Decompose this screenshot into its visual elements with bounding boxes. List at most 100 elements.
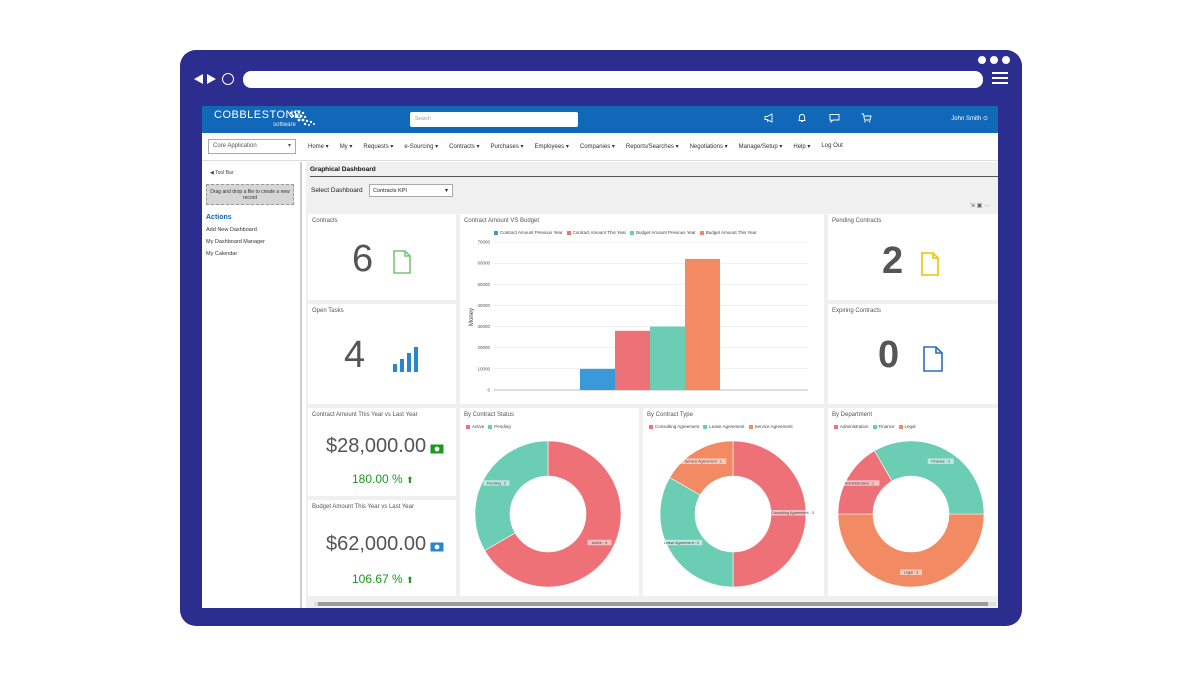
menu-item[interactable]: Home ▾ bbox=[308, 144, 329, 150]
user-menu[interactable]: John Smith ⊙ bbox=[951, 115, 988, 122]
slice-label-bg bbox=[927, 458, 954, 464]
card-title: Contract Amount VS Budget bbox=[464, 218, 540, 224]
card-title: By Contract Type bbox=[647, 412, 693, 418]
forward-arrow-icon[interactable] bbox=[207, 74, 216, 84]
kpi-budget-amount[interactable]: Budget Amount This Year vs Last Year $62… bbox=[308, 500, 456, 596]
top-header: COBBLESTONE software Search bbox=[202, 106, 998, 133]
application-select[interactable]: Core Application bbox=[208, 139, 296, 154]
menu-item[interactable]: Reports/Searches ▾ bbox=[625, 144, 679, 150]
kpi-expiring-contracts[interactable]: Expiring Contracts 0 bbox=[828, 304, 998, 404]
actions-list: Add New Dashboard My Dashboard Manager My … bbox=[202, 227, 300, 257]
donut-slice bbox=[659, 477, 734, 588]
chart-contract-vs-budget[interactable]: Contract Amount VS Budget Contract Amoun… bbox=[460, 214, 824, 404]
legend-swatch bbox=[494, 230, 498, 235]
menu-item[interactable]: Purchases ▾ bbox=[490, 144, 524, 150]
bell-icon[interactable] bbox=[797, 113, 807, 126]
legend-label: Budget Amount This Year bbox=[705, 230, 757, 235]
legend-swatch bbox=[748, 424, 753, 429]
donut-slice bbox=[732, 440, 807, 588]
legend-label: Finance bbox=[878, 424, 895, 429]
slice-label: Legal : 3 bbox=[904, 571, 919, 575]
up-arrow-icon: ⬆ bbox=[406, 575, 414, 585]
y-axis-label: Money bbox=[469, 308, 475, 326]
percent-change: 106.67 % ⬆ bbox=[352, 572, 414, 586]
chat-icon[interactable] bbox=[829, 113, 840, 126]
action-link[interactable]: My Dashboard Manager bbox=[206, 239, 266, 245]
legend-label: Service Agreement bbox=[754, 424, 793, 429]
horizontal-scrollbar[interactable] bbox=[314, 602, 996, 606]
action-link[interactable]: Add New Dashboard bbox=[206, 227, 257, 233]
kpi-pending-contracts[interactable]: Pending Contracts 2 bbox=[828, 214, 998, 300]
slice-label: Administration : 1 bbox=[845, 481, 874, 485]
legend-item: Finance bbox=[869, 424, 895, 429]
hamburger-menu-icon[interactable] bbox=[992, 72, 1008, 87]
cart-icon[interactable] bbox=[861, 113, 872, 126]
megaphone-icon[interactable] bbox=[764, 113, 775, 126]
slice-label-bg bbox=[587, 539, 612, 546]
scrollbar-thumb[interactable] bbox=[318, 602, 988, 606]
menu-item[interactable]: Log Out bbox=[821, 143, 843, 149]
menu-item[interactable]: Employees ▾ bbox=[534, 144, 569, 150]
slice-label-bg bbox=[766, 510, 819, 516]
legend-label: Pending bbox=[494, 424, 511, 429]
dashboard-tools[interactable]: ⇲ ▣ ··· bbox=[969, 203, 990, 209]
bar bbox=[650, 326, 685, 390]
menu-item[interactable]: Manage/Setup ▾ bbox=[738, 144, 783, 150]
legend-label: Administration bbox=[840, 424, 869, 429]
donut-slice bbox=[837, 513, 985, 588]
card-title: Expiring Contracts bbox=[832, 308, 882, 314]
search-input[interactable]: Search bbox=[410, 112, 578, 127]
action-link[interactable]: My Calendar bbox=[206, 251, 238, 257]
menu-bar: Core Application Home ▾ My ▾ Requests ▾ e-S… bbox=[202, 133, 998, 161]
back-arrow-icon[interactable] bbox=[194, 74, 203, 84]
address-bar[interactable] bbox=[243, 71, 983, 88]
kpi-contracts[interactable]: Contracts 6 bbox=[308, 214, 456, 300]
reload-icon[interactable] bbox=[222, 73, 234, 85]
chart-legend: Administration Finance Legal bbox=[830, 424, 916, 429]
legend-swatch bbox=[566, 230, 571, 235]
donut-slice bbox=[474, 440, 549, 551]
dashboard-select-label: Select Dashboard bbox=[311, 187, 363, 194]
menu-item[interactable]: My ▾ bbox=[339, 144, 353, 150]
file-drop-zone[interactable]: Drag and drop a file to create a new rec… bbox=[206, 184, 294, 205]
legend-item: Consulting Agreement bbox=[645, 424, 699, 429]
document-icon bbox=[392, 250, 412, 279]
legend-swatch bbox=[630, 230, 634, 235]
up-arrow-icon: ⬆ bbox=[406, 475, 414, 485]
kpi-contract-amount[interactable]: Contract Amount This Year vs Last Year $… bbox=[308, 408, 456, 496]
legend-swatch bbox=[834, 424, 838, 429]
menu-item[interactable]: e-Sourcing ▾ bbox=[404, 144, 439, 150]
logo[interactable]: COBBLESTONE software bbox=[214, 110, 302, 130]
bar-chart-svg: 0 10000 20000 30000 40000 50000 60000 70000 Mone… bbox=[469, 240, 808, 393]
chart-by-department[interactable]: By Department Administration Finance Legal… bbox=[828, 408, 998, 596]
sidebar: ◀ Tool Bar Drag and drop a file to creat… bbox=[202, 162, 302, 608]
chart-legend: Contract Amount Previous Year Contract Am… bbox=[490, 230, 757, 235]
legend-item: Administration bbox=[830, 424, 869, 429]
slice-label: Pending : 2 bbox=[487, 481, 506, 485]
percent-value: 180.00 % bbox=[352, 472, 403, 486]
amount-value: $62,000.00 bbox=[326, 533, 427, 555]
menu-item[interactable]: Requests ▾ bbox=[363, 144, 394, 150]
menu-item[interactable]: Negotiations ▾ bbox=[689, 144, 728, 150]
toolbar-toggle[interactable]: ◀ Tool Bar bbox=[210, 170, 234, 176]
legend-label: Consulting Agreement bbox=[655, 424, 700, 429]
chart-by-contract-type[interactable]: By Contract Type Consulting Agreement Lea… bbox=[643, 408, 824, 596]
legend-swatch bbox=[466, 424, 470, 429]
amount-value: $28,000.00 bbox=[326, 435, 427, 457]
slice-label-bg bbox=[680, 458, 727, 464]
menu-item[interactable]: Contracts ▾ bbox=[449, 144, 480, 150]
browser-frame: COBBLESTONE software Search bbox=[180, 50, 1022, 626]
y-tick-label: 0 bbox=[487, 388, 490, 393]
chart-by-contract-status[interactable]: By Contract Status Active Pending Active … bbox=[460, 408, 639, 596]
slice-label: Service Agreement : 1 bbox=[685, 459, 722, 463]
card-title: Open Tasks bbox=[312, 308, 344, 314]
legend-swatch bbox=[488, 424, 493, 429]
kpi-open-tasks[interactable]: Open Tasks 4 bbox=[308, 304, 456, 404]
cash-icon bbox=[430, 539, 444, 557]
legend-swatch bbox=[703, 424, 708, 429]
legend-label: Lease Agreement bbox=[709, 424, 745, 429]
menu-item[interactable]: Help ▾ bbox=[793, 144, 811, 150]
dashboard-select[interactable]: Contracts KPI bbox=[369, 184, 453, 197]
document-icon bbox=[920, 252, 940, 281]
menu-item[interactable]: Companies ▾ bbox=[579, 144, 615, 150]
